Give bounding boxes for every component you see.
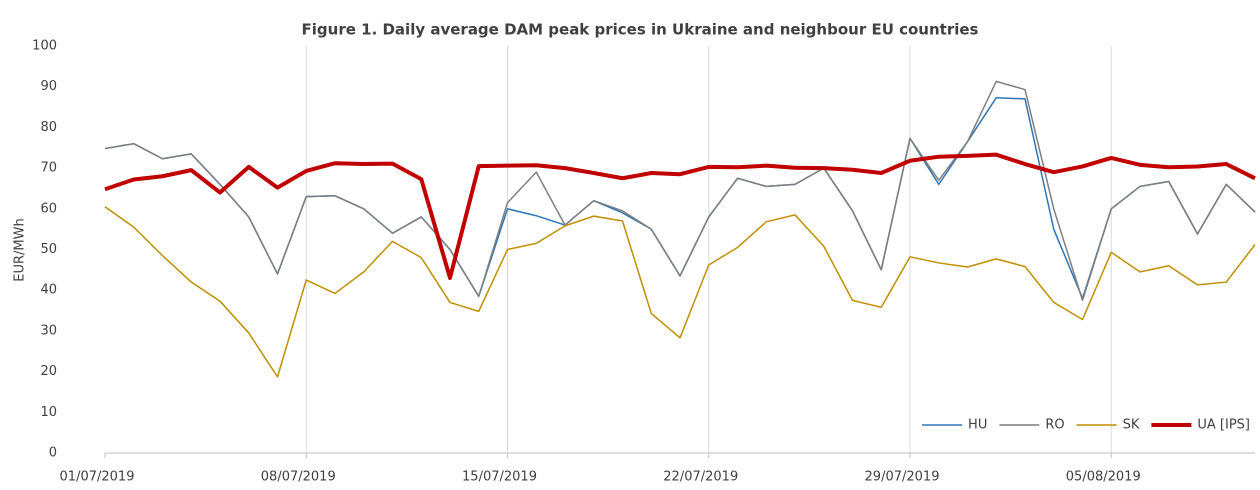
x-tick-label: 08/07/2019 (261, 470, 336, 485)
y-tick-label: 90 (40, 79, 57, 94)
x-tick-label: 15/07/2019 (462, 470, 537, 485)
chart-title: Figure 1. Daily average DAM peak prices … (302, 21, 979, 39)
y-tick-label: 70 (40, 161, 57, 176)
x-tick-label: 05/08/2019 (1066, 470, 1141, 485)
x-tick-label: 22/07/2019 (663, 470, 738, 485)
y-tick-label: 40 (40, 283, 57, 298)
x-tick-label: 01/07/2019 (60, 470, 135, 485)
series-line (104, 80, 1256, 302)
y-tick-label: 60 (40, 201, 57, 216)
series-line (104, 206, 1256, 378)
legend-label: HU (968, 418, 987, 433)
legend-label: RO (1045, 418, 1064, 433)
y-tick-label: 30 (40, 323, 57, 338)
y-axis-label: EUR/MWh (13, 218, 28, 281)
y-tick-label: 50 (40, 242, 57, 257)
series-line (104, 96, 1256, 300)
y-tick-label: 0 (49, 446, 57, 461)
y-tick-label: 100 (32, 39, 57, 54)
y-tick-label: 20 (40, 364, 57, 379)
legend-label: UA [IPS] (1197, 418, 1250, 433)
x-tick-label: 29/07/2019 (865, 470, 940, 485)
y-tick-label: 80 (40, 120, 57, 135)
y-tick-label: 10 (40, 405, 57, 420)
series-line (104, 152, 1256, 280)
legend-label: SK (1123, 418, 1140, 433)
